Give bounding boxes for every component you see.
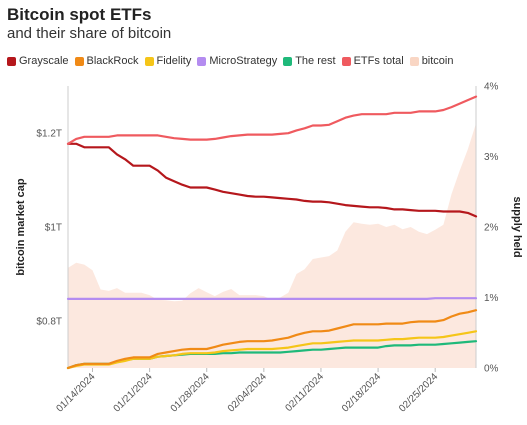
legend-item[interactable]: bitcoin: [409, 55, 454, 67]
legend-label: The rest: [295, 55, 336, 67]
legend-label: BlackRock: [86, 55, 139, 67]
x-tick-label: 02/25/2024: [397, 371, 440, 414]
x-tick-label: 02/11/2024: [283, 371, 326, 414]
x-tick-label: 02/18/2024: [340, 371, 383, 414]
legend-item[interactable]: ETFs total: [341, 55, 404, 67]
legend-item[interactable]: The rest: [283, 55, 336, 67]
y-axis-right-title: supply held: [511, 196, 523, 257]
chart-title: Bitcoin spot ETFs: [7, 5, 152, 24]
y-right-tick-label: 0%: [484, 364, 499, 375]
legend-label: bitcoin: [421, 55, 454, 67]
y-right-tick-label: 3%: [484, 152, 499, 163]
y-left-tick-label: $0.8T: [36, 317, 62, 328]
y-axis-left-title: bitcoin market cap: [15, 178, 27, 275]
series-line-grayscale: [66, 142, 478, 218]
legend: Grayscale BlackRock Fidelity MicroStrategy T…: [7, 55, 459, 67]
legend-label: ETFs total: [353, 55, 404, 67]
x-tick-label: 01/21/2024: [112, 371, 155, 414]
legend-swatch: [409, 56, 419, 66]
legend-swatch: [283, 56, 293, 66]
x-tick-label: 01/14/2024: [54, 371, 97, 414]
series-line-etfs-total: [66, 95, 478, 145]
y-right-tick-label: 2%: [484, 223, 499, 234]
legend-swatch: [144, 56, 154, 66]
x-tick-label: 01/28/2024: [169, 371, 212, 414]
chart-subtitle: and their share of bitcoin: [7, 25, 172, 42]
legend-item[interactable]: Grayscale: [7, 55, 69, 67]
series-line-blackrock: [66, 309, 478, 370]
y-left-tick-label: $1.2T: [36, 129, 62, 140]
legend-item[interactable]: BlackRock: [74, 55, 139, 67]
legend-label: Fidelity: [156, 55, 192, 67]
series-area-bitcoin: [68, 123, 476, 368]
legend-label: MicroStrategy: [209, 55, 278, 67]
legend-item[interactable]: MicroStrategy: [197, 55, 277, 67]
legend-swatch: [197, 56, 207, 66]
series-line-microstrategy: [66, 297, 478, 300]
legend-swatch: [74, 56, 84, 66]
series-line-fidelity: [66, 330, 478, 370]
y-right-tick-label: 1%: [484, 293, 499, 304]
y-right-tick-label: 4%: [484, 82, 499, 93]
legend-label: Grayscale: [19, 55, 69, 67]
y-left-tick-label: $1T: [45, 223, 62, 234]
legend-swatch: [7, 56, 16, 66]
x-tick-label: 02/04/2024: [226, 371, 269, 414]
legend-item[interactable]: Fidelity: [144, 55, 192, 67]
legend-swatch: [341, 56, 351, 66]
